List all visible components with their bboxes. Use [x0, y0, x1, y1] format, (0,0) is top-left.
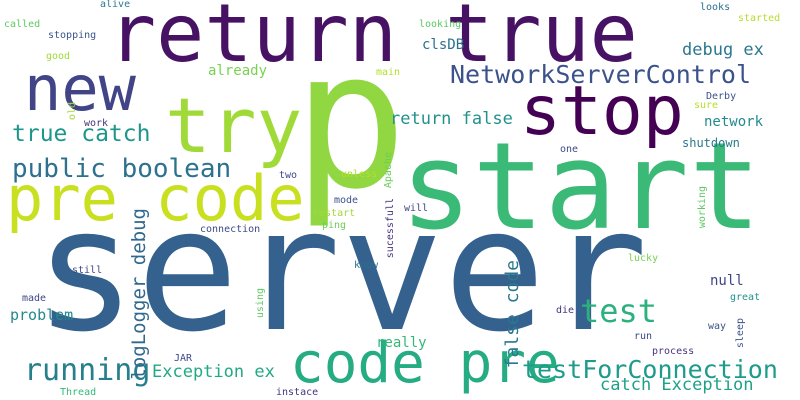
word-already: already: [208, 63, 268, 79]
word-using: using: [255, 288, 266, 319]
word-testforconnection: testForConnection: [522, 355, 778, 384]
word-looks: looks: [700, 2, 731, 13]
word-two: two: [279, 170, 298, 181]
word-thread: Thread: [60, 387, 97, 398]
word-test: test: [580, 292, 658, 330]
word-old: old: [67, 102, 78, 121]
word-work: work: [84, 118, 109, 129]
word-main: main: [376, 67, 401, 78]
word-exception-ex: Exception ex: [152, 362, 275, 382]
word-code-pre: code pre: [290, 331, 560, 396]
word-apache: Apache: [383, 152, 394, 189]
word-return-true: return true: [108, 0, 638, 80]
word-clsdb: clsDB: [422, 37, 465, 53]
word-lucky: lucky: [628, 253, 659, 264]
word-way: way: [708, 321, 727, 332]
word-die: die: [556, 305, 575, 316]
word-jar: JAR: [174, 353, 193, 364]
word-server: server: [34, 172, 649, 370]
word-called: called: [4, 19, 41, 30]
word-sucessfull: sucessfull: [385, 198, 396, 259]
word-derby: Derby: [706, 91, 737, 102]
word-new: new: [24, 52, 136, 125]
word-made: made: [22, 293, 47, 304]
word-null: null: [710, 273, 744, 289]
word-alive: alive: [100, 0, 131, 10]
word-try: try: [165, 81, 303, 170]
word-false-code: false code: [502, 260, 523, 369]
word-started: started: [738, 13, 781, 24]
word-looking: looking: [419, 19, 462, 30]
word-will: will: [404, 203, 429, 214]
word-restart: restart: [313, 208, 356, 219]
word-unless: unless: [341, 169, 378, 180]
word-sure: sure: [694, 100, 719, 111]
word-process: process: [652, 346, 695, 357]
word-one: one: [560, 144, 579, 155]
word-pre-code: pre code: [6, 162, 305, 235]
word-running: running: [24, 353, 151, 388]
word-instace: instace: [276, 387, 319, 398]
word-catch-exception: catch Exception: [600, 375, 754, 395]
word-really: really: [376, 335, 427, 351]
word-p: p: [293, 10, 408, 231]
word-good: good: [46, 51, 71, 62]
word-connection: connection: [200, 224, 261, 235]
word-problem: problem: [10, 306, 74, 324]
word-shutdown: shutdown: [682, 136, 740, 150]
word-true-catch: true catch: [12, 121, 151, 147]
word-run: run: [634, 331, 653, 342]
word-great: great: [730, 292, 761, 303]
word-stop: stop: [520, 72, 684, 151]
word-network: network: [704, 114, 764, 130]
word-public-boolean: public boolean: [12, 154, 232, 184]
word-loglogger-debug: logLogger debug: [128, 208, 150, 380]
word-mode: mode: [334, 195, 359, 206]
word-start: start: [400, 118, 762, 257]
word-still: still: [72, 265, 103, 276]
word-know: know: [354, 260, 379, 271]
word-return-false: return false: [390, 109, 513, 129]
word-ping: ping: [322, 220, 347, 231]
word-working: working: [697, 186, 708, 229]
word-networkservercontrol: NetworkServerControl: [450, 60, 752, 89]
word-debug-ex: debug ex: [682, 40, 764, 60]
word-sleep: sleep: [735, 318, 746, 349]
word-stopping: stopping: [48, 30, 97, 41]
